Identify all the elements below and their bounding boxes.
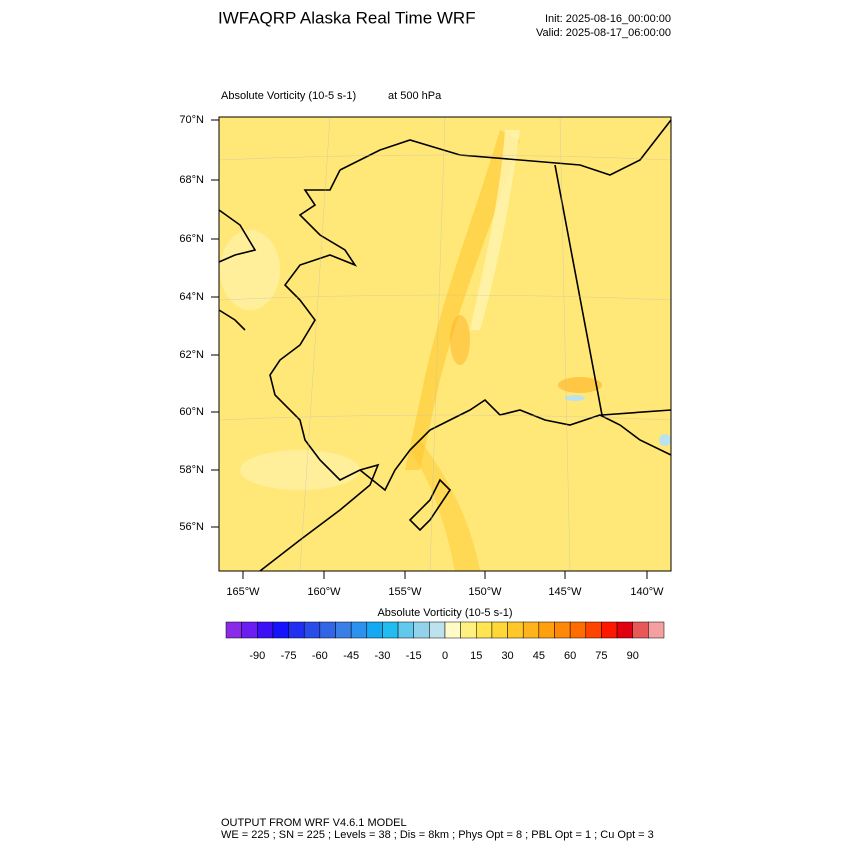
title: IWFAQRP Alaska Real Time WRF bbox=[218, 8, 476, 27]
colorbar-box bbox=[319, 621, 336, 639]
map bbox=[218, 116, 672, 572]
lat-label: 66°N bbox=[179, 233, 204, 245]
colorbar-box bbox=[476, 621, 493, 639]
colorbar-label: 15 bbox=[470, 650, 482, 662]
lat-label: 60°N bbox=[179, 406, 204, 418]
lon-label: 165°W bbox=[226, 586, 260, 598]
colorbar-label: 30 bbox=[501, 650, 513, 662]
colorbar-box bbox=[288, 621, 305, 639]
colorbar-box bbox=[569, 621, 587, 639]
colorbar-box bbox=[413, 621, 430, 639]
colorbar-label: -90 bbox=[249, 650, 265, 662]
colorbar-label: -15 bbox=[406, 650, 422, 662]
colorbar-box bbox=[382, 621, 399, 639]
lat-label: 56°N bbox=[179, 521, 204, 533]
colorbar-box bbox=[366, 621, 383, 639]
colorbar-title: Absolute Vorticity (10-5 s-1) bbox=[377, 607, 512, 619]
valid-time: Valid: 2025-08-17_06:00:00 bbox=[536, 27, 671, 39]
lat-label: 64°N bbox=[179, 291, 204, 303]
colorbar-box bbox=[397, 621, 414, 639]
colorbar-label: 75 bbox=[595, 650, 607, 662]
colorbar-label: 90 bbox=[627, 650, 639, 662]
colorbar-box bbox=[444, 621, 461, 639]
colorbar-box bbox=[272, 621, 289, 639]
colorbar-label: -60 bbox=[312, 650, 328, 662]
colorbar-box bbox=[225, 621, 242, 639]
colorbar-label: -30 bbox=[374, 650, 390, 662]
colorbar-box bbox=[335, 621, 352, 639]
lat-label: 62°N bbox=[179, 349, 204, 361]
colorbar-box bbox=[303, 621, 321, 639]
lat-label: 58°N bbox=[179, 464, 204, 476]
lon-label: 150°W bbox=[468, 586, 502, 598]
lon-label: 140°W bbox=[630, 586, 664, 598]
colorbar-label: 0 bbox=[442, 650, 448, 662]
colorbar-box bbox=[538, 621, 555, 639]
colorbar-box bbox=[522, 621, 540, 639]
footer-line: WE = 225 ; SN = 225 ; Levels = 38 ; Dis … bbox=[221, 829, 654, 841]
field-label: Absolute Vorticity (10-5 s-1) bbox=[221, 90, 356, 102]
colorbar-box bbox=[491, 621, 508, 639]
colorbar-box bbox=[350, 621, 368, 639]
colorbar-label: 45 bbox=[533, 650, 545, 662]
footer-line: OUTPUT FROM WRF V4.6.1 MODEL bbox=[221, 817, 407, 829]
lon-label: 155°W bbox=[388, 586, 422, 598]
colorbar-label: 60 bbox=[564, 650, 576, 662]
colorbar-box bbox=[460, 621, 477, 639]
lat-label: 70°N bbox=[179, 114, 204, 126]
colorbar-label: -75 bbox=[281, 650, 297, 662]
lat-label: 68°N bbox=[179, 174, 204, 186]
colorbar-box bbox=[601, 621, 618, 639]
init-time: Init: 2025-08-16_00:00:00 bbox=[545, 13, 671, 25]
colorbar-box bbox=[585, 621, 602, 639]
colorbar-label: -45 bbox=[343, 650, 359, 662]
colorbar-box bbox=[507, 621, 524, 639]
colorbar-box bbox=[632, 621, 649, 639]
colorbar-box bbox=[241, 621, 258, 639]
colorbar-box bbox=[648, 621, 665, 639]
colorbar-box bbox=[257, 621, 274, 639]
colorbar-box bbox=[616, 621, 633, 639]
lon-label: 145°W bbox=[548, 586, 582, 598]
level-label: at 500 hPa bbox=[388, 90, 442, 102]
colorbar-box bbox=[429, 621, 446, 639]
colorbar-box bbox=[554, 621, 571, 639]
lon-label: 160°W bbox=[307, 586, 341, 598]
